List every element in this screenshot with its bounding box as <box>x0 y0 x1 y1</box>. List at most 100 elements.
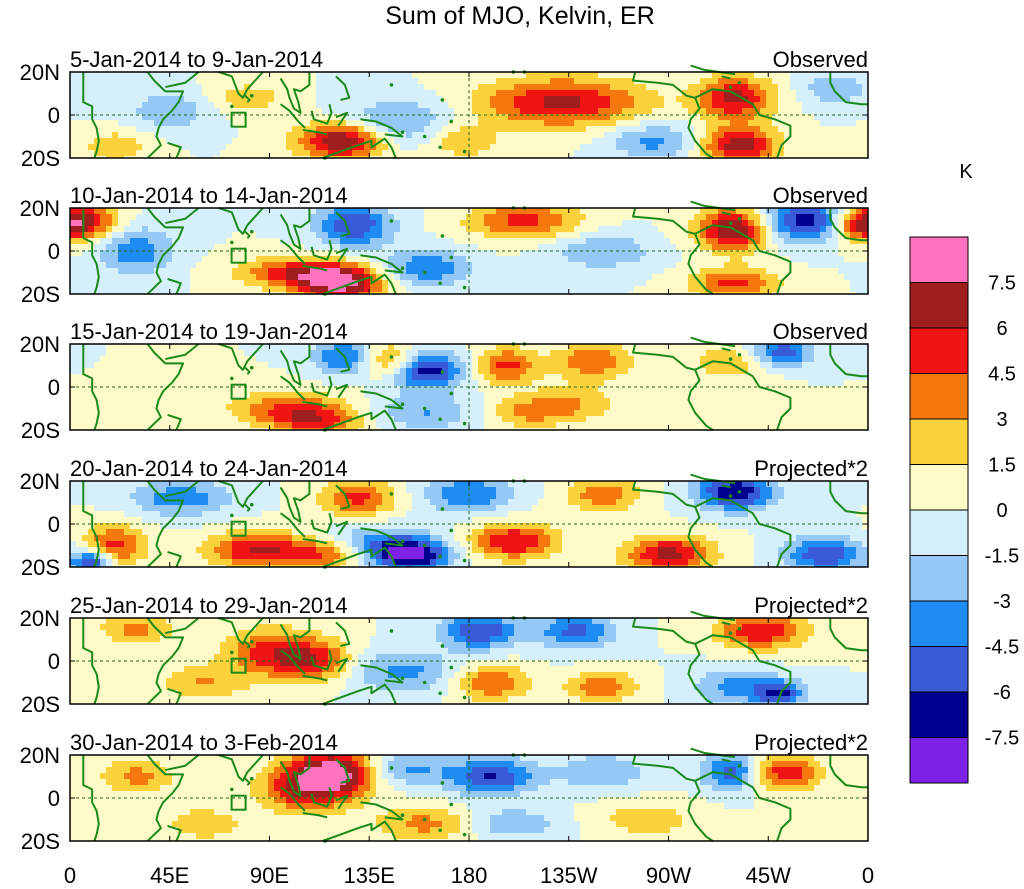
field-cell <box>490 238 496 244</box>
field-cell <box>538 250 544 256</box>
field-cell <box>586 256 592 262</box>
field-cell <box>484 72 490 78</box>
field-cell <box>502 244 508 250</box>
field-cell <box>772 114 778 120</box>
field-cell <box>856 150 862 156</box>
coastline <box>687 233 714 295</box>
field-cell <box>640 356 646 362</box>
field-cell <box>742 138 748 144</box>
field-cell <box>688 256 694 262</box>
field-cell <box>796 220 802 226</box>
field-cell <box>310 108 316 114</box>
field-cell <box>160 114 166 120</box>
field-cell <box>166 274 172 280</box>
field-cell <box>370 238 376 244</box>
field-cell <box>856 344 862 350</box>
field-cell <box>142 350 148 356</box>
field-cell <box>772 344 778 350</box>
field-cell <box>76 72 82 78</box>
field-cell <box>70 226 76 232</box>
field-cell <box>472 286 478 292</box>
field-cell <box>484 238 490 244</box>
field-cell <box>838 374 844 380</box>
field-cell <box>346 72 352 78</box>
field-cell <box>742 156 748 158</box>
field-cell <box>508 138 514 144</box>
field-cell <box>838 238 844 244</box>
field-cell <box>496 250 502 256</box>
field-cell <box>190 78 196 84</box>
field-cell <box>838 280 844 286</box>
field-cell <box>244 138 250 144</box>
field-cell <box>748 232 754 238</box>
field-cell <box>112 114 118 120</box>
field-cell <box>352 368 358 374</box>
field-cell <box>538 138 544 144</box>
field-cell <box>634 220 640 226</box>
field-cell <box>256 380 262 386</box>
field-cell <box>514 144 520 150</box>
field-cell <box>634 344 640 350</box>
island-dot <box>462 285 467 290</box>
field-cell <box>586 144 592 150</box>
field-cell <box>76 268 82 274</box>
field-cell <box>862 214 868 220</box>
field-cell <box>106 280 112 286</box>
field-cell <box>832 350 838 356</box>
field-cell <box>622 84 628 90</box>
field-cell <box>844 356 850 362</box>
field-cell <box>478 344 484 350</box>
field-cell <box>268 96 274 102</box>
field-cell <box>838 132 844 138</box>
field-cell <box>250 250 256 256</box>
field-cell <box>376 380 382 386</box>
field-cell <box>148 102 154 108</box>
field-cell <box>694 156 700 158</box>
field-cell <box>274 72 280 78</box>
field-cell <box>196 108 202 114</box>
field-cell <box>526 280 532 286</box>
coastline <box>165 207 200 225</box>
field-cell <box>574 102 580 108</box>
field-cell <box>712 256 718 262</box>
field-cell <box>226 226 232 232</box>
field-cell <box>754 238 760 244</box>
field-cell <box>76 78 82 84</box>
field-cell <box>538 144 544 150</box>
field-cell <box>838 102 844 108</box>
field-cell <box>196 214 202 220</box>
field-cell <box>400 96 406 102</box>
field-cell <box>616 226 622 232</box>
field-cell <box>862 250 868 256</box>
field-cell <box>832 250 838 256</box>
field-cell <box>76 232 82 238</box>
field-cell <box>838 244 844 250</box>
field-cell <box>550 156 556 158</box>
field-cell <box>346 126 352 132</box>
field-cell <box>700 96 706 102</box>
field-cell <box>736 250 742 256</box>
field-cell <box>298 90 304 96</box>
field-cell <box>160 280 166 286</box>
field-cell <box>454 362 460 368</box>
field-cell <box>526 108 532 114</box>
field-cell <box>118 214 124 220</box>
field-cell <box>736 238 742 244</box>
field-cell <box>322 90 328 96</box>
field-cell <box>658 262 664 268</box>
field-cell <box>622 274 628 280</box>
field-cell <box>586 374 592 380</box>
field-cell <box>544 226 550 232</box>
field-cell <box>652 126 658 132</box>
field-cell <box>184 380 190 386</box>
field-cell <box>220 96 226 102</box>
field-cell <box>586 292 592 294</box>
field-cell <box>862 350 868 356</box>
field-cell <box>742 274 748 280</box>
field-cell <box>862 84 868 90</box>
field-cell <box>568 226 574 232</box>
field-cell <box>160 250 166 256</box>
field-cell <box>568 274 574 280</box>
field-cell <box>352 108 358 114</box>
field-cell <box>616 138 622 144</box>
